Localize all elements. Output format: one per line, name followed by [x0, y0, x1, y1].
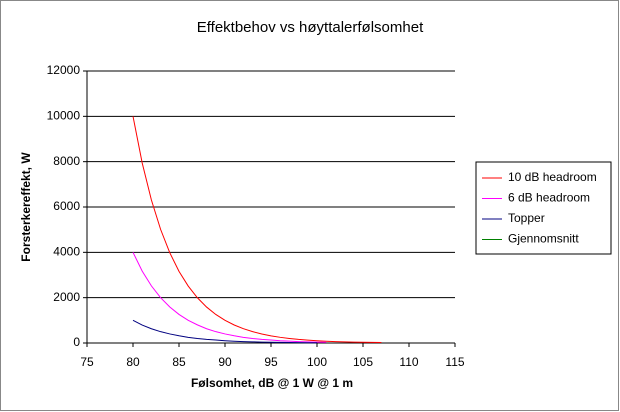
legend-label: Topper: [508, 211, 545, 225]
series-line: [132, 252, 327, 343]
y-tick-label: 8000: [53, 154, 80, 168]
legend-box: [475, 161, 612, 255]
series-line: [132, 116, 382, 344]
y-tick-label: 6000: [53, 199, 80, 213]
x-tick-label: 100: [307, 355, 327, 369]
x-tick-label: 80: [126, 355, 140, 369]
x-tick-label: 90: [218, 355, 232, 369]
x-axis-label: Følsomhet, dB @ 1 W @ 1 m: [191, 376, 353, 390]
x-tick-label: 115: [445, 355, 464, 369]
x-tick-label: 75: [80, 355, 94, 369]
y-tick-label: 12000: [47, 63, 81, 77]
x-tick-label: 110: [399, 355, 418, 369]
legend-label: Gjennomsnitt: [508, 232, 579, 246]
y-tick-label: 2000: [53, 290, 80, 304]
legend-label: 6 dB headroom: [508, 191, 590, 205]
x-tick-label: 85: [172, 355, 186, 369]
series-line: [132, 319, 318, 344]
x-tick-label: 95: [264, 355, 278, 369]
y-axis-label: Forsterkereffekt, W: [19, 152, 33, 262]
legend-label: 10 dB headroom: [508, 170, 597, 184]
y-tick-label: 0: [73, 335, 80, 349]
chart-title: Effektbehov vs høyttalerfølsomhet: [197, 19, 424, 36]
y-tick-label: 4000: [53, 245, 80, 259]
x-tick-label: 105: [353, 355, 373, 369]
y-tick-label: 10000: [47, 109, 81, 123]
